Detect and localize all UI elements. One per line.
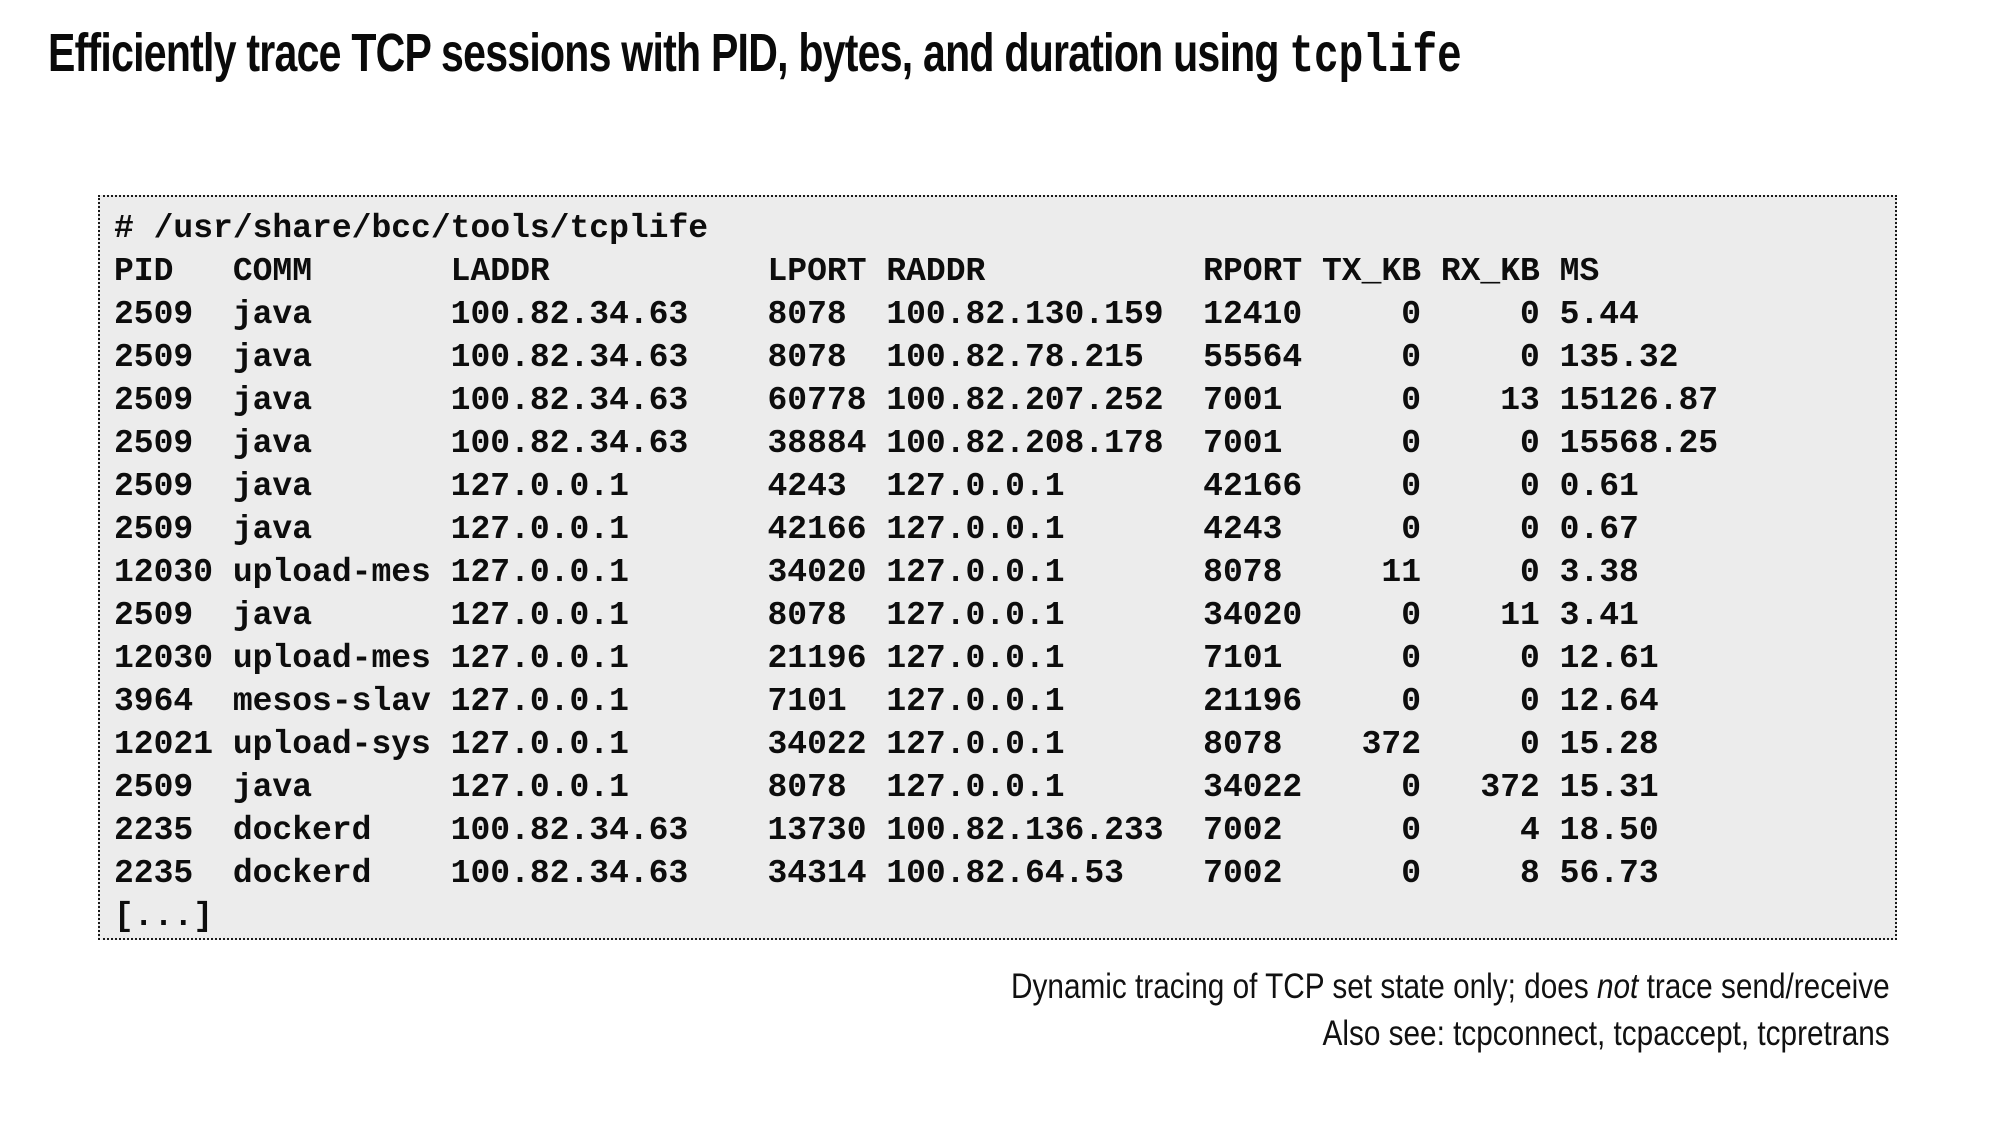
terminal-truncation-line: [...]: [114, 898, 214, 935]
terminal-row: 12030 upload-mes 127.0.0.1 21196 127.0.0…: [114, 640, 1659, 677]
terminal-output-box: # /usr/share/bcc/tools/tcplife PID COMM L…: [98, 195, 1897, 940]
terminal-output: # /usr/share/bcc/tools/tcplife PID COMM L…: [114, 207, 1885, 938]
footer-note-2: Also see: tcpconnect, tcpaccept, tcpretr…: [1322, 1014, 1890, 1053]
terminal-table-lines: PID COMM LADDR LPORT RADDR RPORT TX_KB R…: [114, 250, 1885, 895]
footer-note-1-prefix: Dynamic tracing of TCP set state only; d…: [1011, 967, 1598, 1006]
terminal-row: 2509 java 100.82.34.63 60778 100.82.207.…: [114, 382, 1719, 419]
terminal-row: 2235 dockerd 100.82.34.63 34314 100.82.6…: [114, 855, 1659, 892]
slide-title-text: Efficiently trace TCP sessions with PID,…: [48, 23, 1290, 83]
slide-title-code-tcplife: tcplife: [1289, 27, 1462, 88]
footer-note-1-emphasis: not: [1597, 967, 1639, 1006]
terminal-row: 2235 dockerd 100.82.34.63 13730 100.82.1…: [114, 812, 1659, 849]
terminal-row: 2509 java 127.0.0.1 42166 127.0.0.1 4243…: [114, 511, 1639, 548]
terminal-row: 12030 upload-mes 127.0.0.1 34020 127.0.0…: [114, 554, 1639, 591]
terminal-header-line: PID COMM LADDR LPORT RADDR RPORT TX_KB R…: [114, 253, 1600, 290]
terminal-row: 2509 java 100.82.34.63 8078 100.82.130.1…: [114, 296, 1639, 333]
terminal-command-line: # /usr/share/bcc/tools/tcplife: [114, 210, 709, 247]
footer-note-1: Dynamic tracing of TCP set state only; d…: [1011, 963, 1890, 1010]
terminal-row: 2509 java 127.0.0.1 4243 127.0.0.1 42166…: [114, 468, 1639, 505]
slide-title: Efficiently trace TCP sessions with PID,…: [48, 22, 1462, 88]
terminal-row: 2509 java 127.0.0.1 8078 127.0.0.1 34020…: [114, 597, 1639, 634]
footer-note-1-suffix: trace send/receive: [1638, 967, 1890, 1006]
terminal-row: 2509 java 100.82.34.63 38884 100.82.208.…: [114, 425, 1719, 462]
terminal-row: 12021 upload-sys 127.0.0.1 34022 127.0.0…: [114, 726, 1659, 763]
footer-notes: Dynamic tracing of TCP set state only; d…: [856, 963, 1890, 1057]
terminal-row: 2509 java 100.82.34.63 8078 100.82.78.21…: [114, 339, 1679, 376]
terminal-row: 3964 mesos-slav 127.0.0.1 7101 127.0.0.1…: [114, 683, 1659, 720]
terminal-row: 2509 java 127.0.0.1 8078 127.0.0.1 34022…: [114, 769, 1659, 806]
